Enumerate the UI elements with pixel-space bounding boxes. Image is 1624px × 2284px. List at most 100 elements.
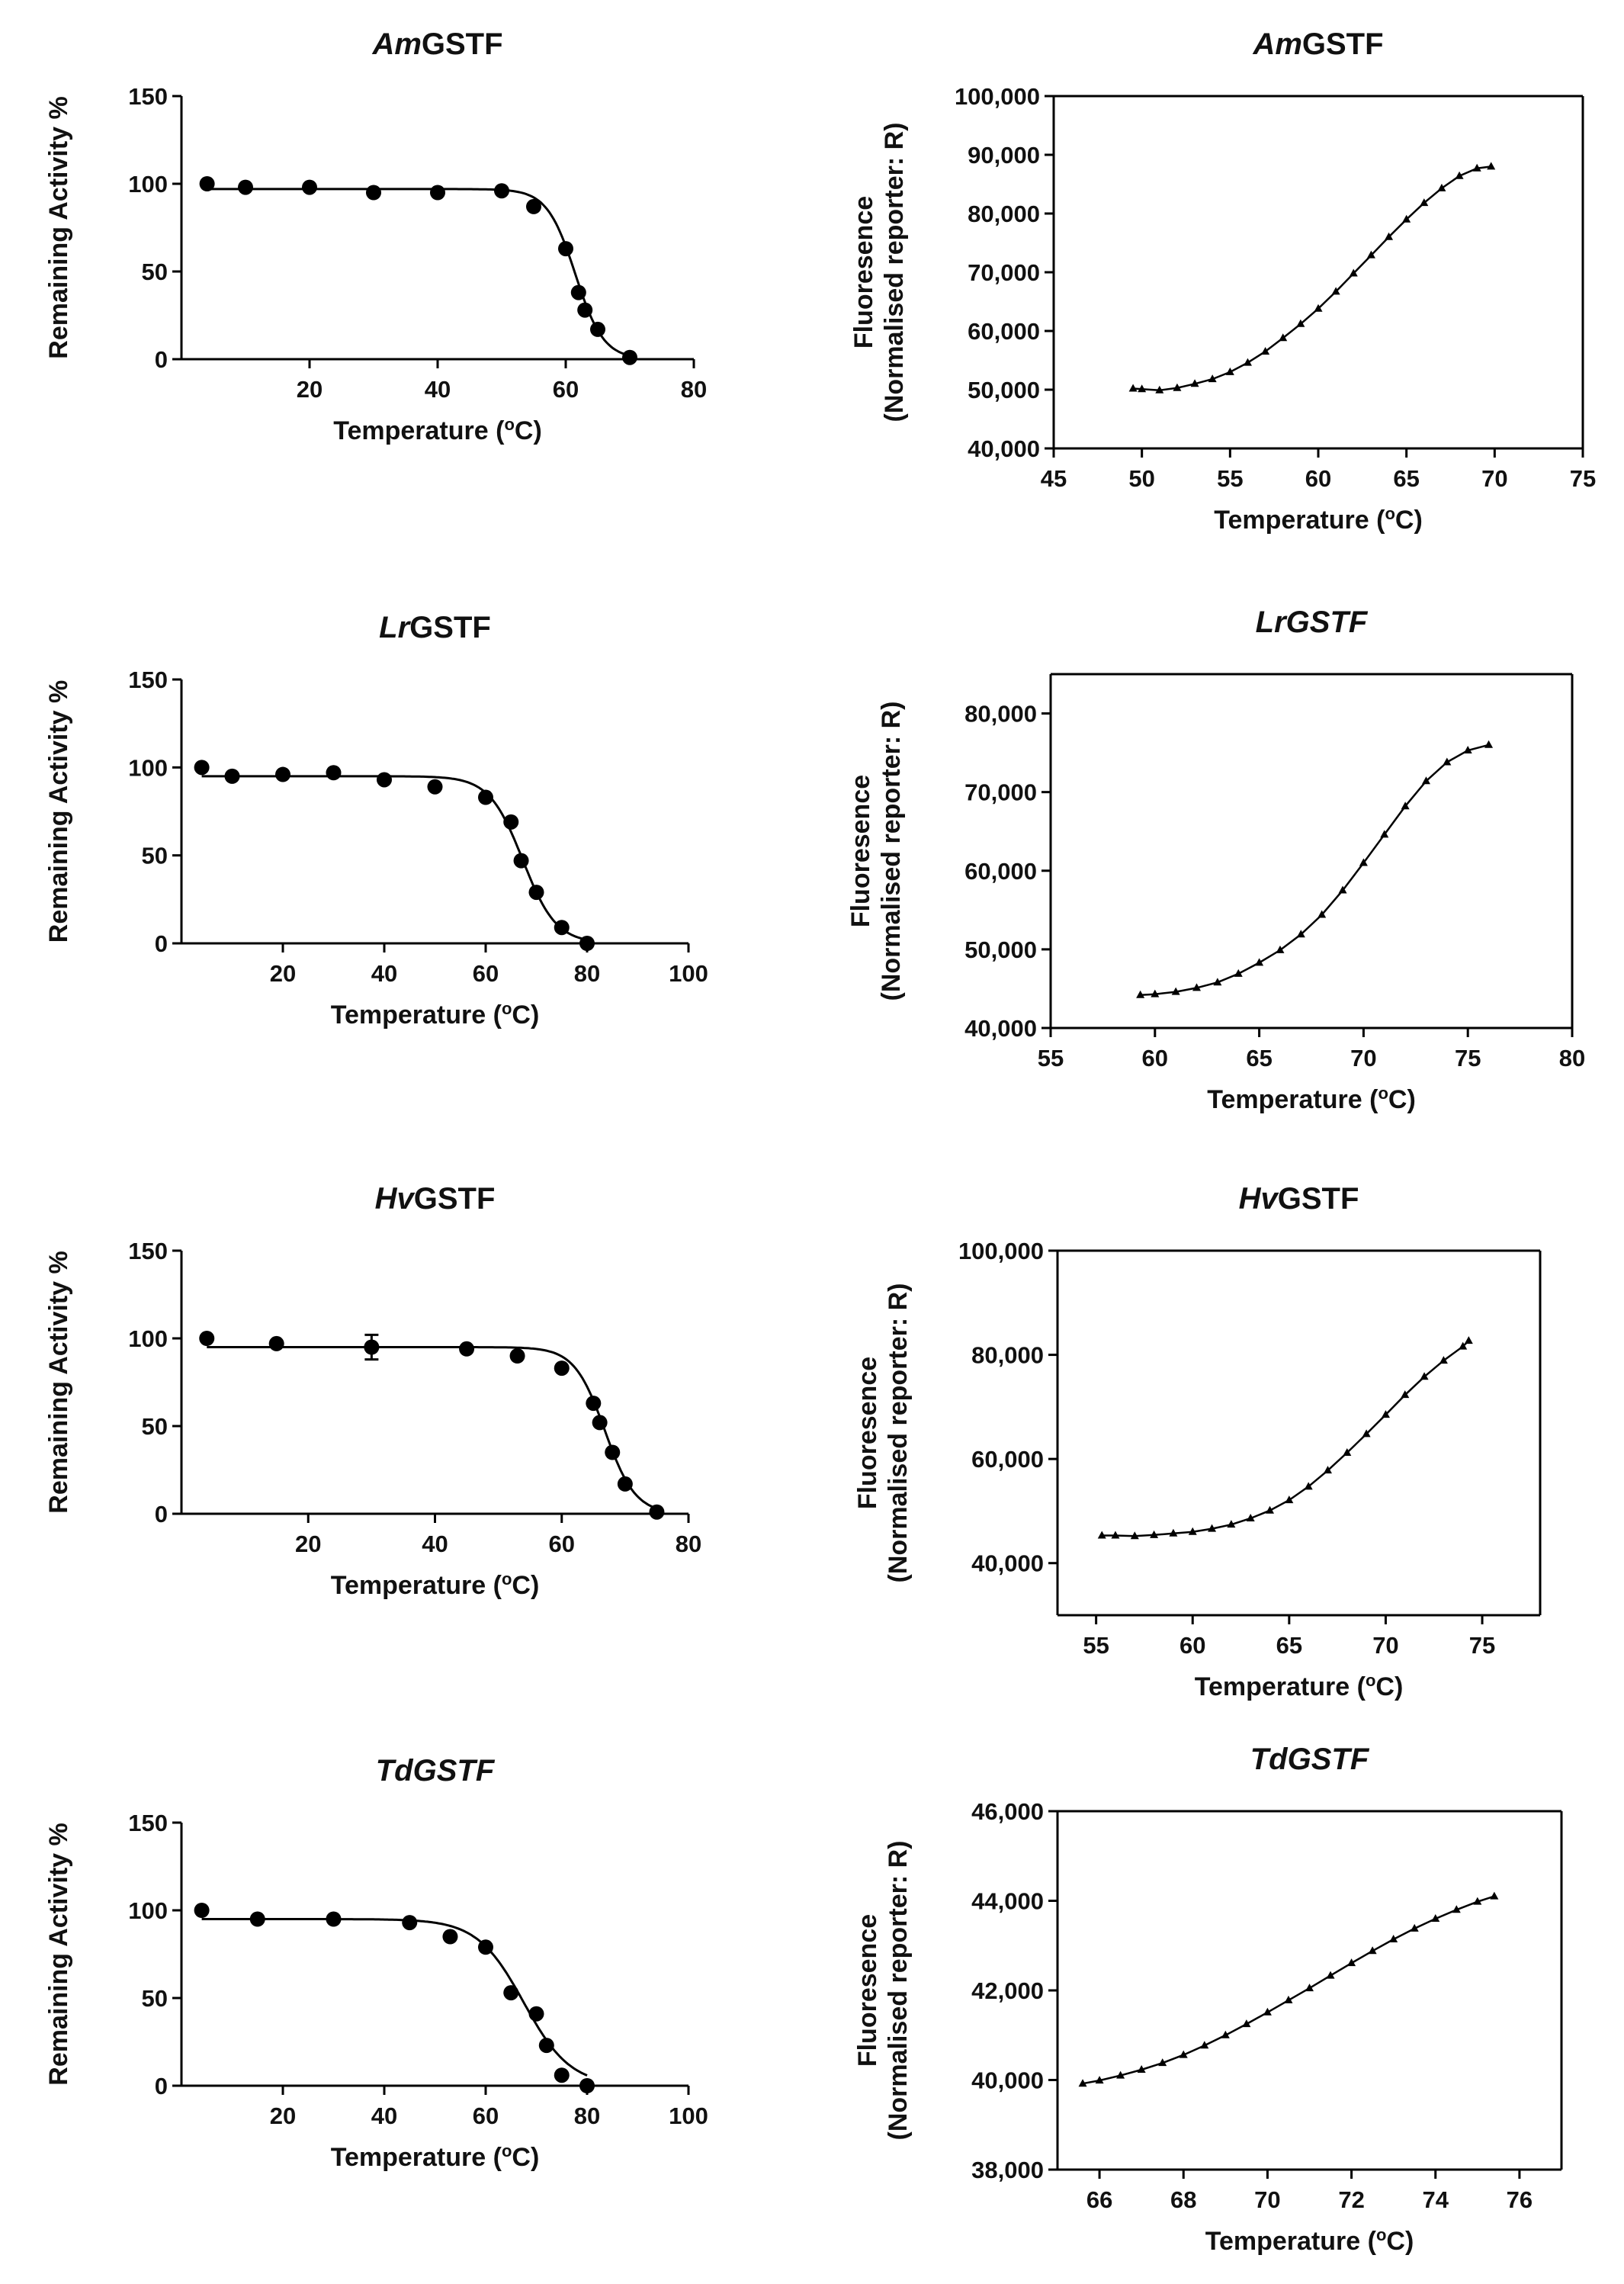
- data-point: [503, 1985, 519, 2001]
- data-point: [528, 2006, 544, 2022]
- x-axis-label: Temperature (oC): [331, 2141, 540, 2173]
- melt-curve: [1133, 165, 1491, 392]
- chart-panel-7: TdGSTF 0 50 100 150 20 40 60 80 100 Temperature (o…: [44, 1754, 708, 2172]
- melt-point: [1366, 250, 1375, 259]
- y-tick-label: 40,000: [968, 435, 1040, 462]
- melt-point: [1410, 1923, 1419, 1932]
- melt-point: [1401, 801, 1410, 810]
- melt-point: [1279, 333, 1288, 342]
- y-tick-label: 0: [155, 1501, 168, 1527]
- melt-point: [1401, 1390, 1410, 1399]
- melt-point: [1266, 1505, 1275, 1514]
- x-tick-label: 60: [473, 960, 499, 987]
- x-axis-label: Temperature (oC): [1207, 1084, 1416, 1115]
- y-tick-label: 50,000: [968, 377, 1040, 403]
- chart-title: AmGSTF: [371, 27, 502, 61]
- melt-point: [1296, 930, 1305, 938]
- melt-point: [1208, 1524, 1217, 1532]
- y-tick-label: 150: [128, 667, 168, 693]
- x-tick-label: 60: [1179, 1632, 1205, 1659]
- data-point: [224, 768, 240, 784]
- melt-point: [1420, 1372, 1429, 1380]
- melt-point: [1389, 1935, 1398, 1943]
- data-point: [402, 1915, 418, 1931]
- x-tick-label: 66: [1086, 2186, 1112, 2213]
- x-tick-label: 65: [1246, 1045, 1272, 1071]
- melt-point: [1136, 990, 1145, 998]
- y-axis-label-line-1: Fluoresence: [849, 196, 878, 349]
- y-tick-label: 46,000: [971, 1798, 1044, 1825]
- y-tick-label: 60,000: [964, 858, 1037, 885]
- data-point: [430, 185, 445, 201]
- melt-point: [1459, 1341, 1468, 1350]
- melt-point: [1359, 858, 1368, 866]
- melt-point: [1095, 2076, 1104, 2084]
- x-tick-label: 40: [371, 960, 397, 987]
- data-point: [579, 936, 595, 951]
- data-point: [238, 179, 253, 195]
- melt-point: [1437, 183, 1446, 191]
- melt-point: [1150, 1530, 1159, 1538]
- data-point: [577, 302, 593, 318]
- melt-point: [1246, 1513, 1255, 1521]
- data-point: [503, 814, 519, 830]
- chart-panel-2: AmGSTF 40,000 50,000 60,000 70,000 80,000 90,0…: [849, 27, 1596, 535]
- melt-point: [1484, 740, 1494, 748]
- melt-point: [1362, 1429, 1371, 1438]
- melt-point: [1368, 1946, 1377, 1955]
- x-tick-label: 74: [1423, 2186, 1449, 2213]
- x-tick-label: 70: [1481, 465, 1507, 492]
- data-point: [302, 179, 317, 195]
- melt-point: [1443, 757, 1452, 766]
- x-tick-label: 80: [676, 1531, 701, 1557]
- melt-point: [1155, 385, 1164, 394]
- melt-point: [1255, 958, 1264, 966]
- melt-point: [1473, 1897, 1482, 1905]
- x-axis-label: Temperature (oC): [333, 415, 542, 446]
- fit-curve: [201, 775, 588, 941]
- y-tick-label: 100,000: [955, 83, 1040, 110]
- melt-point: [1137, 2064, 1146, 2073]
- y-axis-label-line-1: Fluoresence: [853, 1357, 882, 1509]
- melt-point: [1188, 1527, 1197, 1535]
- x-tick-label: 60: [1142, 1045, 1168, 1071]
- data-point: [509, 1348, 525, 1364]
- fit-curve: [201, 1918, 588, 2077]
- melt-point: [1276, 945, 1285, 953]
- x-tick-label: 70: [1350, 1045, 1376, 1071]
- y-axis-label: Remaining Activity %: [44, 680, 73, 943]
- melt-point: [1243, 358, 1252, 366]
- data-point: [513, 853, 529, 869]
- data-point: [249, 1911, 265, 1927]
- x-tick-label: 100: [669, 2103, 708, 2129]
- data-point: [199, 176, 215, 191]
- y-tick-label: 150: [128, 1810, 168, 1836]
- y-tick-label: 60,000: [971, 1446, 1044, 1473]
- y-axis-label-line-2: (Normalised reporter: R): [880, 123, 909, 422]
- data-point: [459, 1341, 475, 1357]
- melt-point: [1200, 2041, 1209, 2049]
- x-tick-label: 80: [681, 376, 707, 403]
- melt-point: [1317, 910, 1327, 918]
- data-point: [194, 1903, 210, 1918]
- chart-panel-8: TdGSTF 38,000 40,000 42,000 44,000 46,000 66 68…: [853, 1743, 1563, 2256]
- y-axis-label-line-1: Fluoresence: [846, 775, 875, 927]
- chart-panel-3: LrGSTF 0 50 100 150 20 40 60 80 100 Temperature (o…: [44, 611, 708, 1030]
- melt-point: [1130, 1531, 1139, 1540]
- x-tick-label: 100: [669, 960, 708, 987]
- melt-point: [1151, 989, 1160, 997]
- x-tick-label: 20: [295, 1531, 321, 1557]
- x-axis-label: Temperature (oC): [331, 1569, 540, 1601]
- x-tick-label: 70: [1254, 2186, 1280, 2213]
- fit-curve: [207, 1346, 657, 1510]
- melt-point: [1343, 1447, 1352, 1456]
- data-point: [586, 1396, 602, 1412]
- data-point: [526, 198, 541, 214]
- melt-point: [1421, 776, 1430, 785]
- y-tick-label: 0: [155, 2073, 168, 2099]
- y-axis-label: Remaining Activity %: [44, 1823, 73, 2085]
- x-axis-label: Temperature (oC): [1214, 504, 1423, 535]
- y-tick-label: 44,000: [971, 1888, 1044, 1915]
- melt-point: [1490, 1891, 1499, 1900]
- x-tick-label: 75: [1469, 1632, 1495, 1659]
